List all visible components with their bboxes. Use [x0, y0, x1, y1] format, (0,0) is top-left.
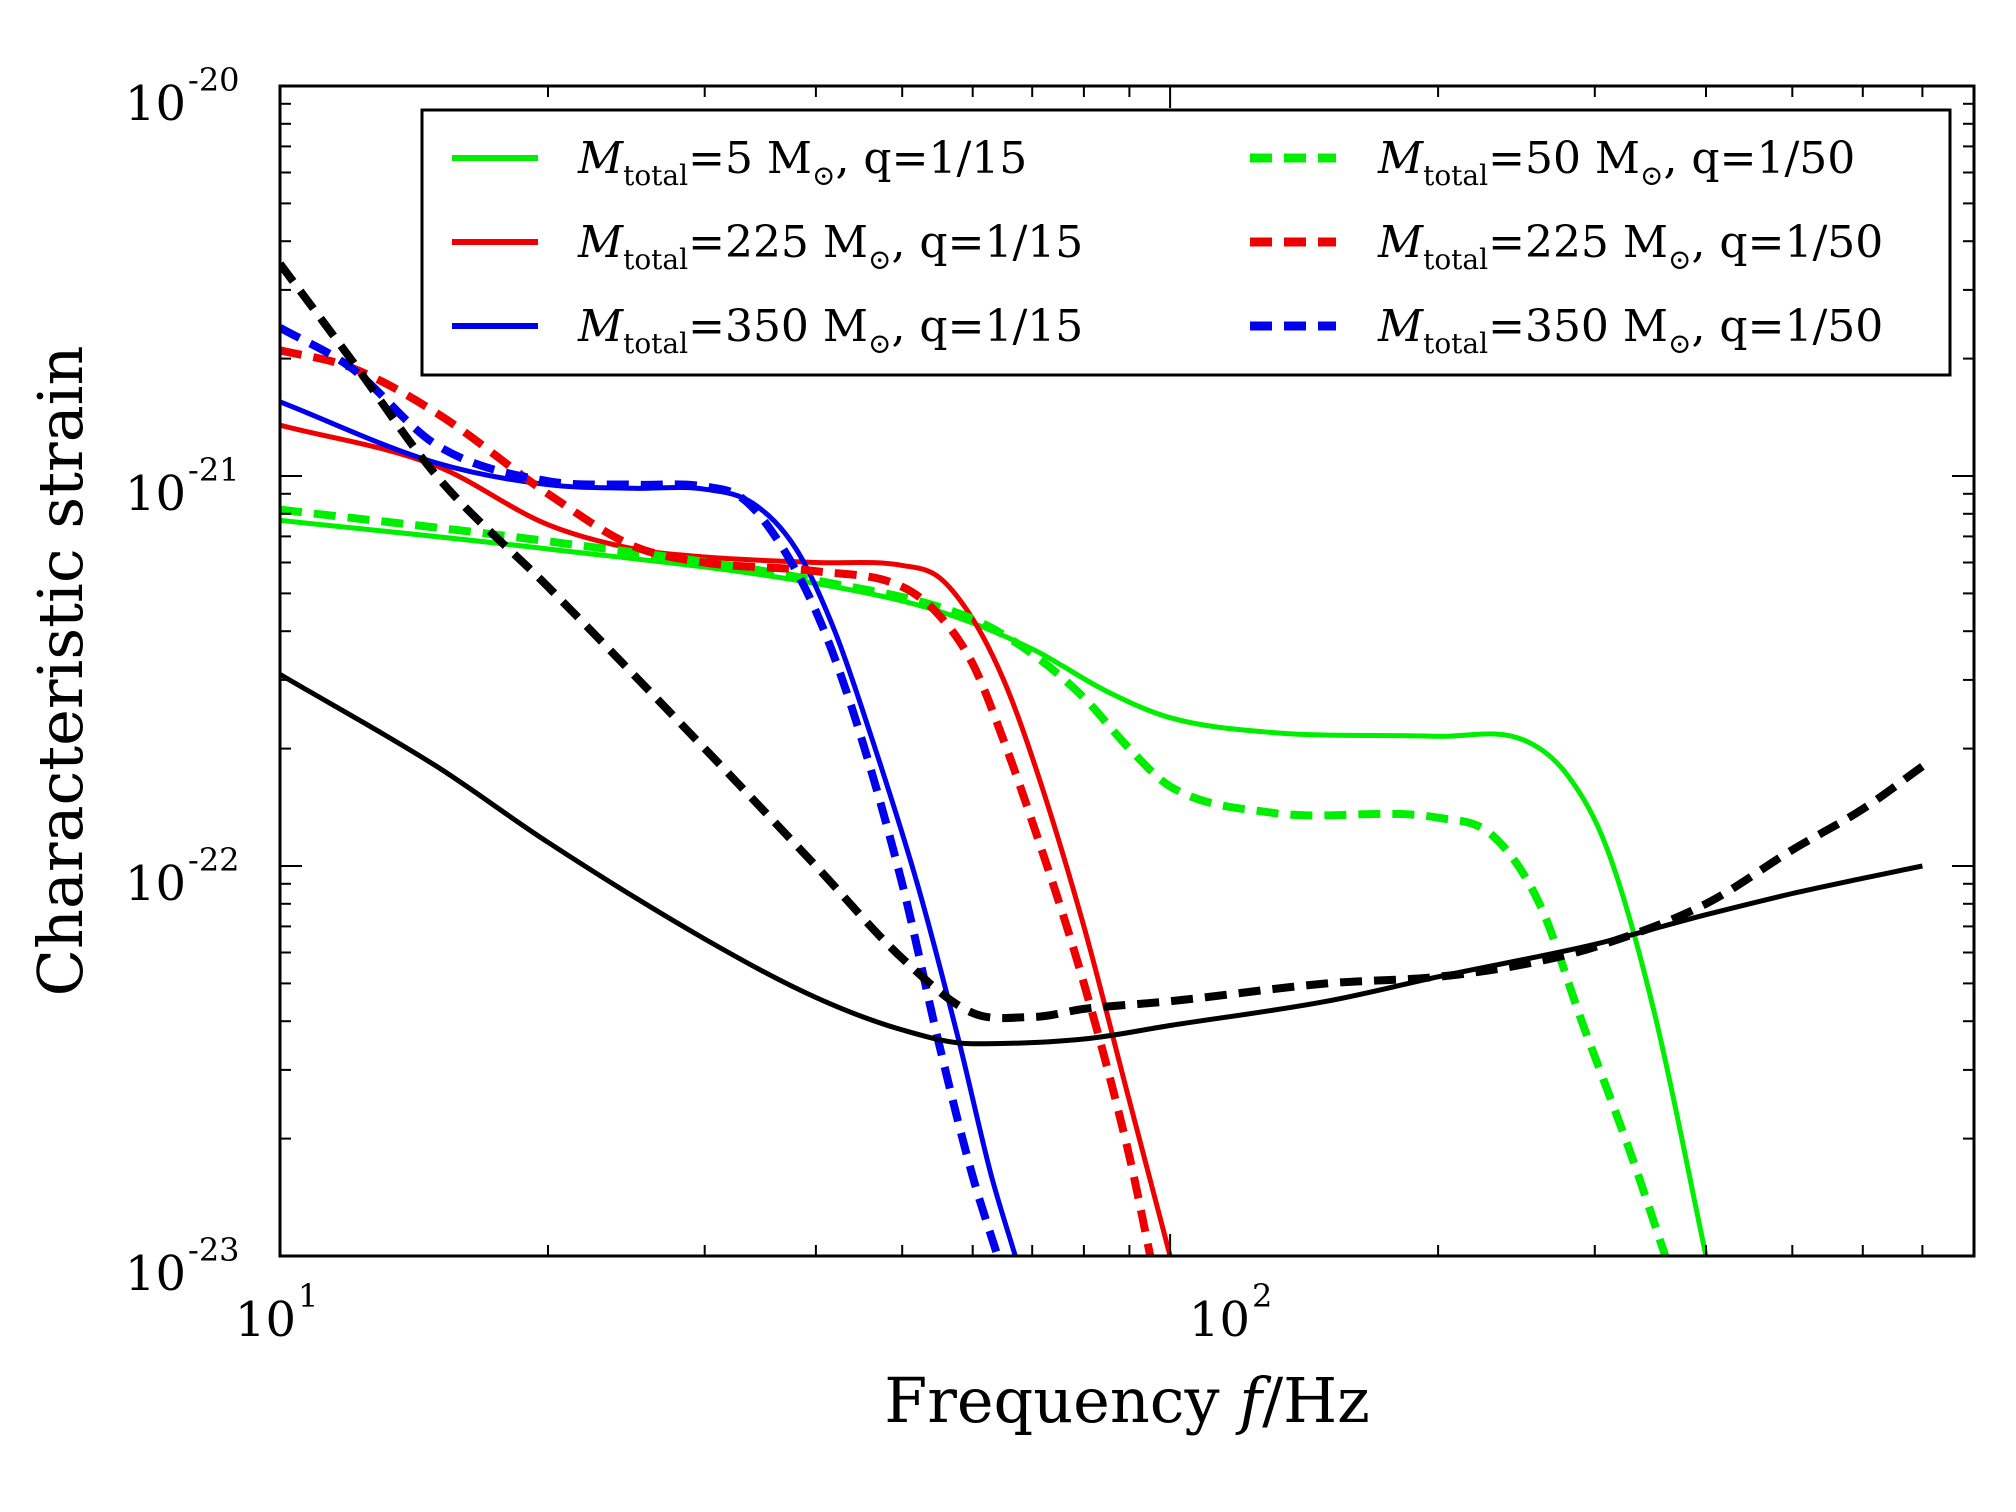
legend-item-m50-q50: Mtotal=50 M⊙, q=1/50: [1250, 133, 1855, 192]
plot-frame: [278, 84, 1976, 1258]
series-line-8: [280, 261, 1925, 1023]
svg-text:-22: -22: [188, 841, 240, 879]
series-line-2: [280, 422, 1173, 1256]
svg-text:-21: -21: [188, 451, 240, 489]
legend-item-m225-q15: Mtotal=225 M⊙, q=1/15: [452, 217, 1083, 276]
svg-text:Mtotal=350 M⊙, q=1/50: Mtotal=350 M⊙, q=1/50: [1377, 301, 1883, 360]
y-axis-title: Characteristic strain: [24, 346, 97, 997]
series-line-7: [280, 672, 1923, 1047]
legend-item-m5-q15: Mtotal=5 M⊙, q=1/15: [452, 133, 1027, 192]
y-tick-label-1e-23: 10 -23: [125, 1231, 240, 1302]
legend: Mtotal=5 M⊙, q=1/15 Mtotal=225 M⊙, q=1/1…: [420, 108, 1952, 377]
y-tick-label-1e-22: 10 -22: [125, 841, 240, 912]
svg-text:10: 10: [125, 856, 186, 912]
x-tick-label-10: 10 1: [235, 1277, 318, 1348]
svg-text:1: 1: [298, 1277, 318, 1315]
svg-text:10: 10: [125, 76, 186, 132]
series-line-5: [280, 346, 1155, 1256]
svg-text:-23: -23: [188, 1231, 240, 1269]
svg-text:10: 10: [125, 1246, 186, 1302]
legend-item-m350-q50: Mtotal=350 M⊙, q=1/50: [1250, 301, 1883, 360]
legend-item-m350-q15: Mtotal=350 M⊙, q=1/15: [452, 301, 1083, 360]
svg-text:Mtotal=350 M⊙, q=1/15: Mtotal=350 M⊙, q=1/15: [577, 301, 1083, 360]
x-axis-title: Frequency f/Hz: [884, 1364, 1370, 1437]
series-layer: [280, 261, 1925, 1256]
svg-text:Mtotal=50 M⊙, q=1/50: Mtotal=50 M⊙, q=1/50: [1377, 133, 1855, 192]
svg-text:Mtotal=5 M⊙, q=1/15: Mtotal=5 M⊙, q=1/15: [577, 133, 1027, 192]
svg-text:2: 2: [1252, 1277, 1272, 1315]
y-tick-label-1e-21: 10 -21: [125, 451, 240, 522]
svg-text:Mtotal=225 M⊙, q=1/50: Mtotal=225 M⊙, q=1/50: [1377, 217, 1883, 276]
svg-text:10: 10: [1189, 1292, 1250, 1348]
svg-text:-20: -20: [188, 61, 240, 99]
legend-item-m225-q50: Mtotal=225 M⊙, q=1/50: [1250, 217, 1883, 276]
legend-box: [420, 108, 1952, 377]
x-tick-label-100: 10 2: [1189, 1277, 1272, 1348]
svg-text:Mtotal=225 M⊙, q=1/15: Mtotal=225 M⊙, q=1/15: [577, 217, 1083, 276]
svg-text:10: 10: [235, 1292, 296, 1348]
series-line-4: [280, 505, 1670, 1256]
series-line-1: [280, 517, 1709, 1256]
y-tick-label-1e-20: 10 -20: [125, 61, 240, 132]
svg-text:10: 10: [125, 466, 186, 522]
